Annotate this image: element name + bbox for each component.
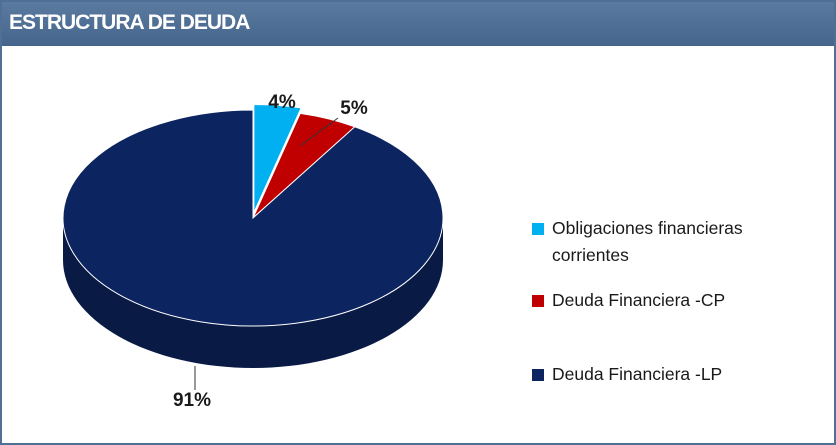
leader-line [299, 117, 339, 147]
data-label: 5% [340, 98, 368, 119]
legend-swatch [532, 295, 544, 307]
legend-item: Obligaciones financieras corrientes [532, 215, 792, 269]
legend-label: Deuda Financiera -CP [552, 290, 726, 310]
legend-label: Deuda Financiera -LP [552, 364, 723, 384]
legend-label: Obligaciones financieras corrientes [552, 218, 743, 265]
chart-title: ESTRUCTURA DE DEUDA [9, 11, 250, 34]
slice [62, 109, 444, 327]
header-band: ESTRUCTURA DE DEUDA [2, 2, 834, 46]
legend-swatch [532, 223, 544, 235]
slice-side [63, 218, 443, 368]
legend-swatch [532, 369, 544, 381]
slice [253, 103, 302, 213]
legend-item: Deuda Financiera -CP [532, 287, 792, 314]
data-label: 91% [173, 390, 211, 411]
legend-item: Deuda Financiera -LP [532, 361, 792, 388]
data-label: 4% [268, 92, 296, 113]
